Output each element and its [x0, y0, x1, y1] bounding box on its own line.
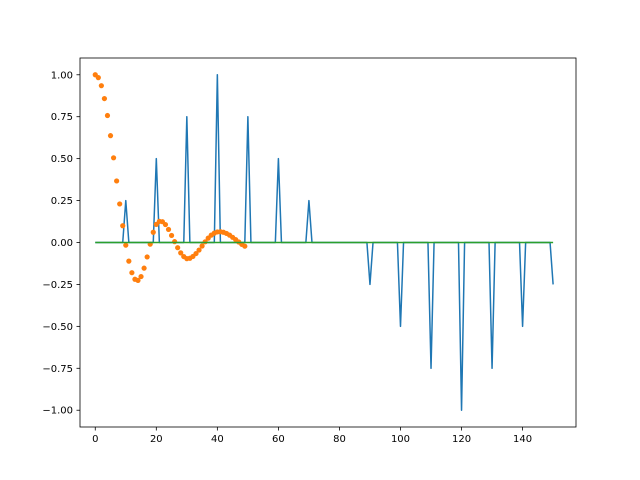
series-1-point — [126, 258, 132, 264]
series-1-point — [138, 273, 144, 280]
axes: 0 20 40 60 80 100 120 140 1.00 0.75 0.50 0.25 0.00 −0… — [42, 57, 577, 445]
x-tick-label: 60 — [272, 434, 285, 445]
series-1-point — [141, 265, 147, 271]
y-tick-label: 1.00 — [51, 70, 73, 81]
series-group — [92, 72, 554, 411]
series-1-point — [178, 250, 184, 256]
series-1-point — [117, 201, 123, 207]
series-1-point — [101, 95, 108, 102]
series-1-point — [168, 232, 175, 239]
x-tick-label: 120 — [452, 434, 471, 445]
series-1-point — [123, 242, 129, 248]
y-tick-label: 0.75 — [51, 112, 73, 123]
series-1-point — [110, 155, 117, 161]
series-1-point — [144, 254, 150, 260]
x-tick-label: 140 — [513, 434, 532, 445]
series-1-point — [120, 223, 126, 229]
y-tick-label: −0.75 — [42, 364, 73, 375]
x-tick-label: 40 — [211, 434, 224, 445]
series-1-point — [98, 83, 104, 89]
series-1-point — [104, 112, 111, 119]
y-tick-label: 0.25 — [51, 196, 73, 207]
y-tick-label: −0.50 — [42, 322, 73, 333]
y-tick-label: −0.25 — [42, 280, 73, 291]
plot-area — [92, 72, 554, 411]
x-tick-label: 20 — [150, 434, 163, 445]
y-tick-label: 0.50 — [51, 154, 73, 165]
y-tick-label: 0.00 — [51, 238, 73, 249]
series-1-point — [193, 250, 199, 257]
series-1-point — [150, 229, 156, 235]
x-tick-label: 100 — [391, 434, 410, 445]
series-1-point — [196, 247, 202, 253]
x-tick-label: 80 — [333, 434, 346, 445]
series-1-point — [129, 270, 135, 276]
series-1-point — [114, 178, 120, 184]
series-1-point — [135, 277, 141, 284]
series-1-point — [162, 221, 169, 228]
x-tick-label: 0 — [92, 434, 98, 445]
y-tick-label: −1.00 — [42, 406, 73, 417]
series-1-point — [242, 243, 248, 249]
series-1-point — [172, 239, 178, 245]
series-1-point — [95, 75, 101, 81]
series-1-point — [199, 243, 205, 249]
series-1-point — [107, 133, 114, 139]
series-1-point — [165, 226, 172, 233]
series-1-point — [175, 245, 181, 251]
